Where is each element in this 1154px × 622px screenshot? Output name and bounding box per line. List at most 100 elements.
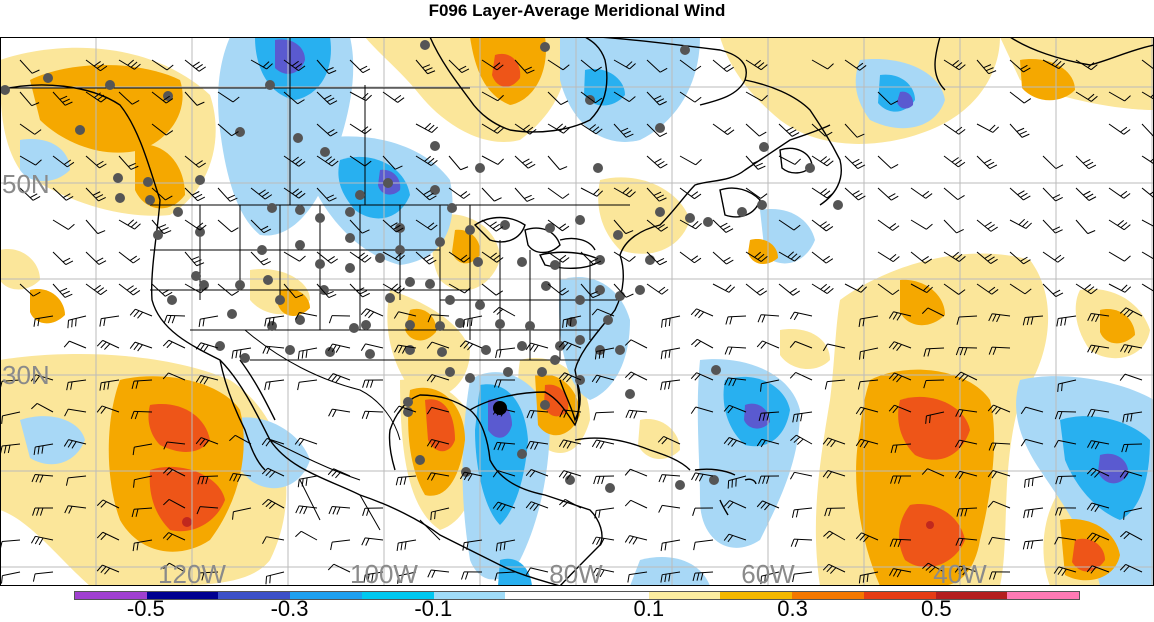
wind-barb: [481, 91, 504, 102]
station-dot: [495, 319, 505, 329]
wind-barb: [1087, 440, 1110, 450]
wind-barb: [229, 434, 252, 445]
wind-barb: [789, 371, 813, 381]
station-dot: [315, 259, 325, 269]
wind-barb: [877, 187, 899, 201]
wind-barb: [481, 123, 504, 134]
station-dot: [295, 315, 305, 325]
meridional-wind-map: 50N 30N 120W 100W 80W 60W 40W: [0, 37, 1154, 589]
wind-barb: [724, 377, 747, 387]
wind-barb: [361, 537, 384, 546]
wind-barb: [184, 59, 206, 72]
colorbar-tick-label: -0.5: [126, 596, 165, 621]
wind-barb: [30, 535, 54, 546]
wind-barb: [724, 346, 747, 355]
wind-barb: [1119, 373, 1143, 381]
wind-barb: [1009, 187, 1031, 201]
wind-barb: [811, 283, 834, 294]
wind-barb: [822, 343, 846, 352]
station-dot: [567, 317, 577, 327]
wind-barb: [1141, 251, 1154, 260]
wind-barb: [426, 374, 450, 383]
wind-barb: [679, 187, 702, 200]
wind-barb: [559, 498, 582, 509]
station-dot: [365, 349, 375, 359]
station-dot: [319, 285, 329, 295]
wind-barb: [692, 571, 714, 582]
station-dot: [195, 175, 205, 185]
wind-barb: [811, 251, 834, 264]
station-dot: [435, 237, 445, 247]
colorbar-swatch: [505, 592, 578, 599]
wind-shading-layer: [0, 37, 1154, 586]
wind-barb: [283, 155, 306, 167]
station-dot: [575, 215, 585, 225]
wind-barb: [261, 467, 285, 478]
wind-barb: [824, 379, 846, 390]
wind-barb: [1009, 123, 1030, 138]
wind-barb: [558, 340, 582, 351]
graticule: [0, 37, 1154, 586]
wind-barb: [492, 501, 516, 512]
wind-barb: [151, 91, 174, 104]
lon-label: 120W: [158, 559, 226, 589]
wind-barb: [660, 347, 681, 360]
wind-barb: [758, 475, 780, 484]
wind-barb: [889, 538, 912, 548]
wind-barb: [547, 123, 570, 134]
wind-barb: [822, 437, 846, 448]
wind-barb: [712, 123, 735, 135]
wind-barb: [85, 251, 107, 265]
colorbar-swatch: [146, 592, 219, 599]
station-dot: [167, 295, 177, 305]
wind-barb: [327, 373, 351, 383]
wind-barb: [691, 338, 714, 349]
station-dot: [75, 125, 85, 135]
station-dot: [603, 315, 613, 325]
wind-barb: [822, 470, 846, 479]
wind-barb: [1086, 565, 1110, 574]
wind-barb: [646, 187, 667, 202]
wind-barb: [262, 498, 285, 509]
wind-barb: [1009, 283, 1032, 295]
wind-barb: [594, 507, 615, 519]
wind-barb: [162, 532, 186, 541]
wind-barb: [1108, 123, 1131, 135]
wind-barb: [547, 59, 570, 71]
wind-barb: [580, 187, 604, 197]
wind-barb: [679, 91, 702, 103]
wind-barb: [328, 408, 351, 418]
wind-barb: [162, 339, 186, 349]
wind-barb: [954, 439, 978, 449]
wind-barb: [955, 408, 978, 418]
wind-barb: [133, 475, 153, 488]
wind-barb: [558, 470, 582, 480]
wind-barb: [760, 379, 780, 392]
wind-barb: [316, 155, 339, 167]
wind-barb: [481, 187, 502, 202]
station-dot: [435, 321, 445, 331]
wind-barb: [594, 347, 615, 360]
station-dot: [240, 353, 250, 363]
station-dot: [625, 389, 635, 399]
station-dot: [545, 223, 555, 233]
wind-barb: [151, 283, 173, 297]
wind-barb: [791, 507, 813, 518]
wind-barb: [1108, 219, 1131, 231]
wind-barb: [943, 59, 966, 71]
station-dot: [645, 255, 655, 265]
wind-barb: [362, 507, 384, 516]
wind-barb: [679, 219, 702, 230]
wind-barb: [811, 155, 834, 167]
wind-barb: [745, 123, 767, 137]
wind-barb: [723, 500, 747, 509]
wind-barb: [790, 434, 813, 445]
wind-barb: [613, 123, 634, 138]
station-dot: [517, 449, 527, 459]
wind-barb: [0, 571, 21, 584]
wind-barb: [394, 344, 417, 354]
wind-barb: [1055, 475, 1077, 485]
wind-barb: [954, 371, 978, 382]
wind-barb: [756, 500, 780, 511]
observation-stations: [0, 40, 843, 493]
